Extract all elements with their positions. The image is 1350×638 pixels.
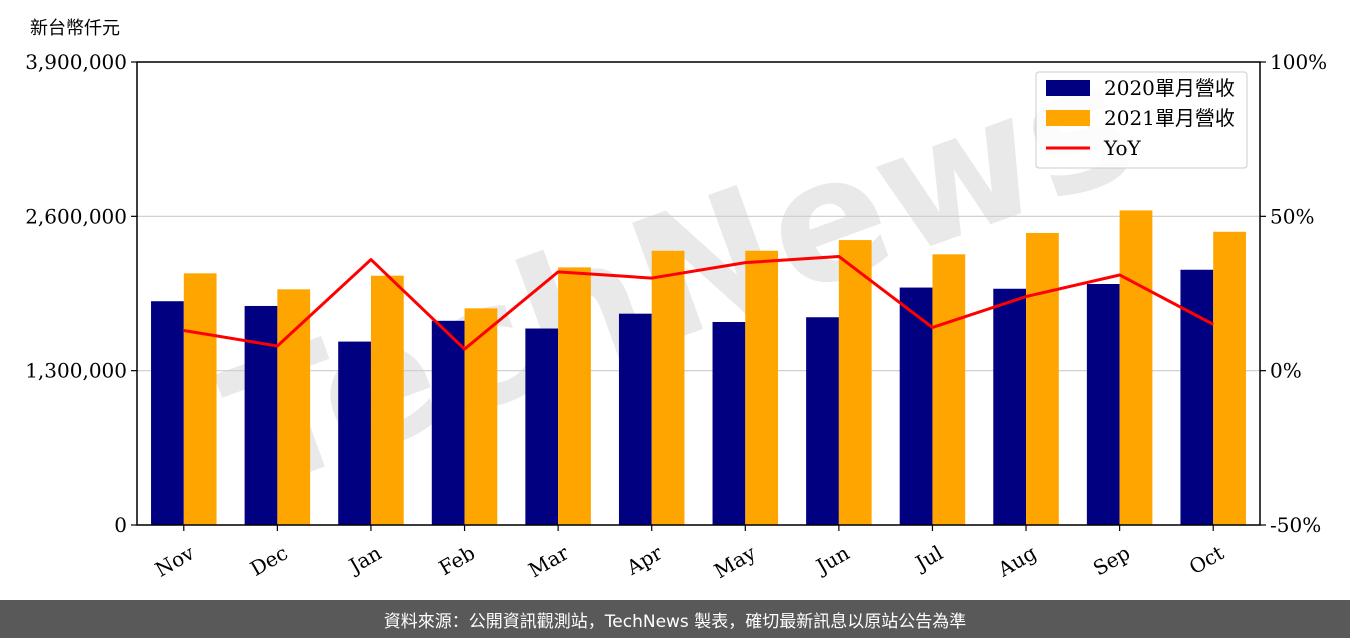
x-tick-label: May (710, 540, 760, 583)
x-tick-label: Feb (435, 541, 479, 580)
bar-2020單月營收-Mar (525, 328, 559, 525)
left-tick-label: 1,300,000 (25, 359, 127, 383)
x-tick-label: Sep (1089, 541, 1134, 581)
bar-2021單月營收-Jul (932, 254, 966, 526)
left-axis-unit-label: 新台幣仟元 (30, 18, 120, 39)
left-tick-label: 0 (114, 513, 127, 537)
x-tick-label: Mar (524, 540, 573, 582)
right-tick-label: -50% (1270, 513, 1321, 537)
bar-2020單月營收-Jul (899, 287, 933, 525)
bar-2020單月營收-Dec (244, 305, 278, 525)
bar-2020單月營收-May (712, 321, 746, 525)
legend-label-2020單月營收: 2020單月營收 (1104, 76, 1235, 100)
x-tick-label: Dec (246, 541, 292, 581)
bar-line-chart: TechNews 01,300,0002,600,0003,900,000-50… (25, 21, 1327, 584)
plot-frame (136, 61, 1261, 526)
right-tick-label: 0% (1270, 359, 1302, 383)
source-footer: 資料來源：公開資訊觀測站，TechNews 製表，確切最新訊息以原站公告為準 (0, 600, 1350, 638)
x-tick-label: Jun (810, 540, 853, 579)
bar-2020單月營收-Oct (1180, 269, 1214, 525)
x-tick-label: Jul (910, 541, 947, 576)
right-tick-label: 50% (1270, 204, 1314, 228)
x-tick-label: Apr (621, 540, 666, 580)
left-tick-label: 3,900,000 (25, 50, 127, 74)
x-tick-label: Aug (993, 540, 1041, 581)
bar-2021單月營收-Jun (838, 240, 872, 526)
bar-2020單月營收-Jun (806, 317, 839, 525)
bar-2021單月營收-Dec (277, 289, 311, 525)
bar-2021單月營收-Oct (1213, 231, 1246, 525)
legend-swatch-2021單月營收 (1046, 110, 1090, 126)
bar-2021單月營收-Apr (651, 250, 685, 525)
bar-2020單月營收-Apr (618, 313, 652, 525)
bar-2020單月營收-Nov (151, 301, 184, 525)
x-tick-label: Jan (343, 540, 385, 578)
bar-2021單月營收-Sep (1119, 210, 1153, 525)
x-tick-label: Oct (1185, 541, 1228, 580)
legend-label-YoY: YoY (1103, 136, 1142, 160)
bar-2021單月營收-Aug (1026, 232, 1059, 525)
bar-2021單月營收-Jan (370, 275, 404, 525)
bar-2020單月營收-Aug (993, 288, 1027, 525)
line-series-YoY (183, 254, 1214, 351)
bar-2021單月營收-Mar (558, 267, 591, 525)
left-tick-label: 2,600,000 (25, 204, 127, 228)
bar-2021單月營收-Nov (183, 273, 217, 525)
bar-2021單月營收-May (745, 250, 779, 525)
legend-label-2021單月營收: 2021單月營收 (1104, 106, 1235, 130)
bar-2020單月營收-Jan (338, 341, 371, 525)
bar-2021單月營收-Feb (464, 308, 498, 525)
x-tick-label: Nov (151, 540, 199, 582)
legend-swatch-2020單月營收 (1046, 80, 1090, 96)
right-tick-label: 100% (1270, 50, 1327, 74)
bar-2020單月營收-Sep (1086, 284, 1120, 525)
bar-2020單月營收-Feb (431, 320, 465, 525)
